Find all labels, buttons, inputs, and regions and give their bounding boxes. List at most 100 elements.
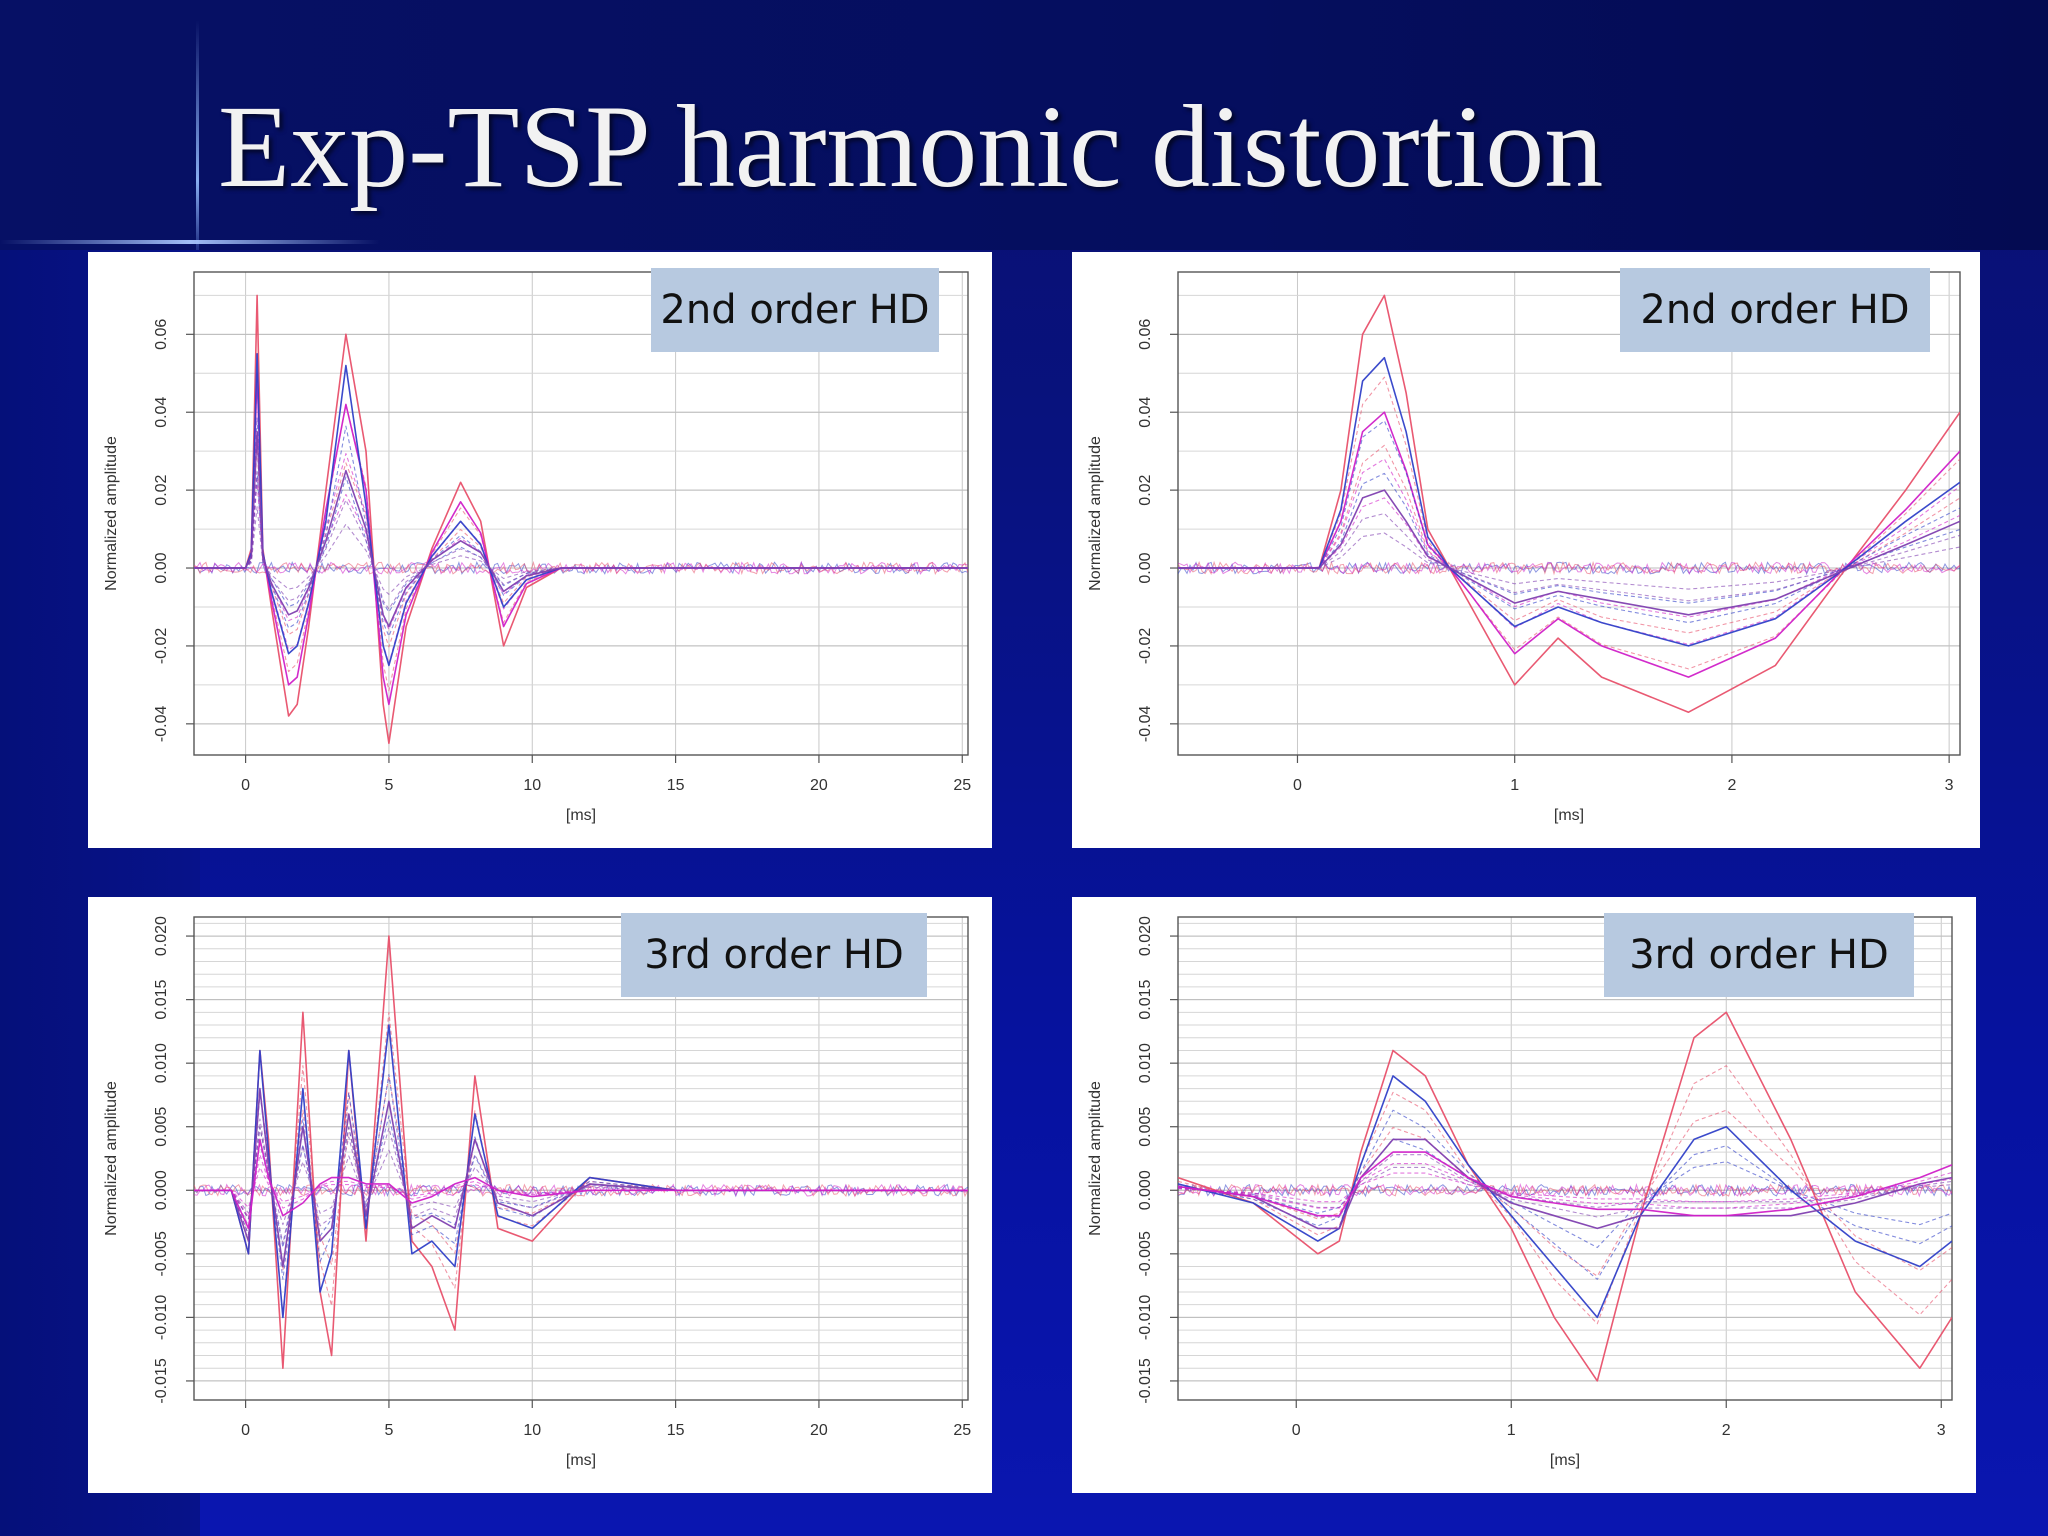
series-line — [1178, 497, 1960, 618]
plot-frame — [193, 916, 969, 1401]
chart-panel-3rd-order-long: 0 5 10 15 20 25 -0.015 -0.010 -0.005 0.000 0.005 0.… — [88, 897, 992, 1493]
series-line — [194, 471, 968, 613]
series-group — [1178, 294, 1960, 713]
series-line — [1178, 1138, 1952, 1230]
series-line — [194, 1154, 968, 1218]
noise-trace — [194, 1183, 968, 1198]
plot-frame — [1177, 916, 1953, 1401]
series-line — [1178, 512, 1960, 602]
y-tick-label: -0.010 — [153, 1295, 170, 1340]
series-line — [194, 1115, 968, 1249]
x-axis-title: [ms] — [566, 1452, 596, 1469]
title-band — [0, 0, 2048, 250]
noise-trace — [1178, 560, 1960, 576]
noise-trace — [194, 560, 968, 576]
series-line — [1178, 1065, 1952, 1325]
x-tick-label: 0 — [241, 1422, 250, 1439]
series-group — [194, 935, 968, 1369]
y-tick-label: -0.005 — [1137, 1231, 1154, 1276]
y-tick-label: 0.04 — [153, 397, 170, 428]
x-tick-label: 1 — [1510, 777, 1519, 794]
y-tick-label: -0.015 — [1137, 1358, 1154, 1403]
series-line — [1178, 356, 1960, 647]
x-tick-label: 10 — [523, 777, 541, 794]
y-tick-label: 0.00 — [1137, 552, 1154, 583]
series-line — [194, 430, 968, 628]
y-tick-label: 0.02 — [153, 474, 170, 505]
y-tick-label: -0.015 — [153, 1358, 170, 1403]
x-tick-label: 15 — [667, 1422, 685, 1439]
series-line — [194, 372, 968, 706]
y-tick-label: 0.020 — [153, 916, 170, 956]
series-line — [1178, 444, 1960, 634]
series-line — [194, 472, 968, 610]
y-tick-label: -0.02 — [1137, 628, 1154, 665]
noise-trace — [194, 560, 968, 575]
y-tick-label: -0.04 — [153, 706, 170, 743]
y-tick-label: 0.00 — [153, 552, 170, 583]
series-line — [194, 1166, 968, 1208]
slide-title: Exp-TSP harmonic distortion — [218, 81, 1604, 212]
y-axis-title: Normalized amplitude — [103, 436, 120, 591]
series-line — [194, 1011, 968, 1316]
y-tick-label: 0.005 — [1137, 1107, 1154, 1147]
x-tick-label: 25 — [953, 777, 971, 794]
x-tick-label: 5 — [384, 777, 393, 794]
y-tick-label: -0.04 — [1137, 706, 1154, 743]
series-line — [1178, 1166, 1952, 1208]
chart-panel-2nd-order-long: 0 5 10 15 20 25 -0.04 -0.02 0.00 0.02 0.04 0.06 [ms]… — [88, 252, 992, 848]
x-tick-label: 2 — [1722, 1422, 1731, 1439]
y-tick-label: 0.020 — [1137, 916, 1154, 956]
chart-svg: 0 5 10 15 20 25 -0.015 -0.010 -0.005 0.000 0.005 0.… — [103, 916, 971, 1469]
y-tick-label: 0.06 — [153, 319, 170, 350]
chart-svg: 0 1 2 3 -0.015 -0.010 -0.005 0.000 0.005 0.010 0.0… — [1087, 916, 1953, 1469]
chart-svg: 0 1 2 3 -0.04 -0.02 0.00 0.02 0.04 0.06 [ms] Normal… — [1087, 271, 1961, 824]
y-tick-label: 0.04 — [1137, 397, 1154, 428]
series-line — [194, 1024, 968, 1319]
x-tick-label: 0 — [241, 777, 250, 794]
series-line — [1178, 472, 1960, 604]
series-line — [1178, 1075, 1952, 1319]
noise-trace — [1178, 1182, 1952, 1198]
series-group — [194, 294, 968, 745]
x-tick-label: 1 — [1507, 1422, 1516, 1439]
y-tick-label: -0.005 — [153, 1231, 170, 1276]
series-line — [1178, 489, 1960, 616]
x-tick-label: 3 — [1937, 1422, 1946, 1439]
y-axis-title: Normalized amplitude — [1087, 1081, 1104, 1236]
plot-frame — [1177, 271, 1961, 756]
y-tick-label: -0.010 — [1137, 1295, 1154, 1340]
y-tick-label: 0.010 — [153, 1043, 170, 1083]
series-line — [194, 1138, 968, 1230]
series-line — [1178, 1109, 1952, 1280]
y-tick-label: 0.02 — [1137, 474, 1154, 505]
series-group — [1178, 1011, 1952, 1382]
series-line — [1178, 1163, 1952, 1209]
x-tick-label: 0 — [1292, 1422, 1301, 1439]
y-tick-label: 0.06 — [1137, 319, 1154, 350]
series-line — [194, 1143, 968, 1226]
x-tick-label: 10 — [523, 1422, 541, 1439]
series-line — [194, 1118, 968, 1245]
x-tick-label: 25 — [953, 1422, 971, 1439]
series-line — [1178, 411, 1960, 678]
series-line — [1178, 1138, 1952, 1249]
x-axis-title: [ms] — [1554, 807, 1584, 824]
chart-panel-2nd-order-zoom: 0 1 2 3 -0.04 -0.02 0.00 0.02 0.04 0.06 [ms] Normal… — [1072, 252, 1980, 848]
series-line — [1178, 532, 1960, 590]
series-line — [194, 1087, 968, 1268]
plot-frame — [193, 271, 969, 756]
series-line — [1178, 294, 1960, 713]
x-tick-label: 15 — [667, 777, 685, 794]
series-line — [194, 376, 968, 692]
series-line — [194, 1074, 968, 1280]
title-accent-vertical — [196, 20, 199, 250]
chart-badge: 2nd order HD — [651, 268, 939, 352]
title-accent-horizontal — [0, 240, 380, 244]
x-axis-title: [ms] — [566, 807, 596, 824]
series-line — [194, 506, 968, 595]
y-tick-label: -0.02 — [153, 628, 170, 665]
chart-badge: 2nd order HD — [1620, 268, 1930, 352]
x-tick-label: 20 — [810, 777, 828, 794]
noise-trace — [1178, 1183, 1952, 1198]
